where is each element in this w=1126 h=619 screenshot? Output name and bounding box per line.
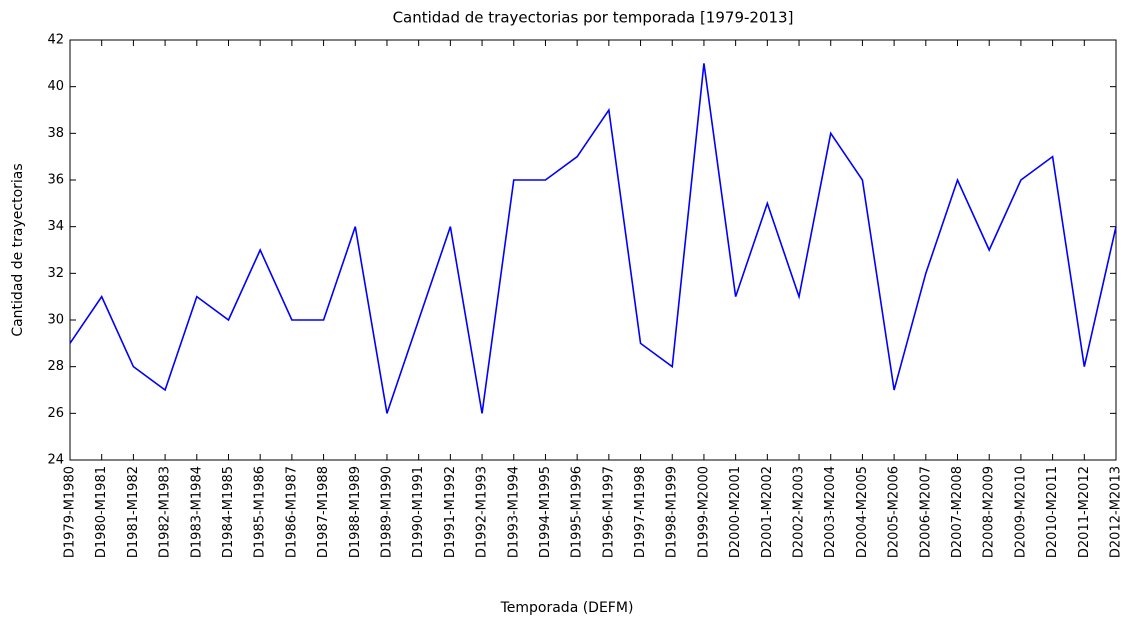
chart-title: Cantidad de trayectorias por temporada [… bbox=[393, 9, 794, 27]
plot-frame bbox=[69, 39, 1117, 461]
x-tick-label: D1982-M1983 bbox=[158, 466, 173, 558]
x-tick-label: D1995-M1996 bbox=[570, 466, 585, 558]
x-tick-label: D1979-M1980 bbox=[63, 466, 78, 558]
x-tick-label: D1998-M1999 bbox=[665, 466, 680, 558]
x-tick-label: D2008-M2009 bbox=[982, 466, 997, 558]
x-tick-label: D2000-M2001 bbox=[728, 466, 743, 558]
x-tick-label: D1986-M1987 bbox=[284, 466, 299, 558]
x-tick-label: D1991-M1992 bbox=[443, 466, 458, 558]
x-tick-label: D1993-M1994 bbox=[506, 466, 521, 558]
x-tick-label: D2005-M2006 bbox=[887, 466, 902, 558]
x-tick-label: D1985-M1986 bbox=[253, 466, 268, 558]
x-tick-label: D1988-M1989 bbox=[348, 466, 363, 558]
y-tick-label: 38 bbox=[47, 126, 64, 141]
y-tick-label: 24 bbox=[47, 453, 64, 468]
x-tick-label: D2011-M2012 bbox=[1077, 466, 1092, 558]
x-tick-label: D1990-M1991 bbox=[411, 466, 426, 558]
y-tick-label: 34 bbox=[47, 219, 64, 234]
y-tick-label: 42 bbox=[47, 33, 64, 48]
y-tick-label: 40 bbox=[47, 79, 64, 94]
y-tick-label: 30 bbox=[47, 313, 64, 328]
x-tick-label: D2009-M2010 bbox=[1013, 466, 1028, 558]
y-tick-label: 28 bbox=[47, 359, 64, 374]
x-tick-label: D2003-M2004 bbox=[823, 466, 838, 558]
data-line bbox=[69, 63, 1117, 414]
y-tick-label: 32 bbox=[47, 266, 64, 281]
x-tick-label: D1994-M1995 bbox=[538, 466, 553, 558]
y-tick-label: 26 bbox=[47, 406, 64, 421]
x-tick-label: D2001-M2002 bbox=[760, 466, 775, 558]
x-tick-label: D2007-M2008 bbox=[950, 466, 965, 558]
y-tick-label: 36 bbox=[47, 173, 64, 188]
x-tick-label: D2006-M2007 bbox=[918, 466, 933, 558]
x-tick-label: D1999-M2000 bbox=[696, 466, 711, 558]
x-tick-label: D2004-M2005 bbox=[855, 466, 870, 558]
x-tick-label: D1987-M1988 bbox=[316, 466, 331, 558]
x-tick-label: D1983-M1984 bbox=[189, 466, 204, 558]
x-tick-label: D1980-M1981 bbox=[94, 466, 109, 558]
y-axis-label: Cantidad de trayectorias bbox=[10, 163, 26, 336]
x-tick-label: D2012-M2013 bbox=[1109, 466, 1124, 558]
x-tick-label: D2002-M2003 bbox=[792, 466, 807, 558]
x-tick-label: D1989-M1990 bbox=[379, 466, 394, 558]
x-axis-label: Temporada (DEFM) bbox=[500, 600, 634, 616]
x-tick-label: D1997-M1998 bbox=[633, 466, 648, 558]
x-tick-label: D1984-M1985 bbox=[221, 466, 236, 558]
x-tick-label: D2010-M2011 bbox=[1045, 466, 1060, 558]
x-tick-label: D1992-M1993 bbox=[475, 466, 490, 558]
x-tick-label: D1981-M1982 bbox=[126, 466, 141, 558]
x-tick-label: D1996-M1997 bbox=[601, 466, 616, 558]
